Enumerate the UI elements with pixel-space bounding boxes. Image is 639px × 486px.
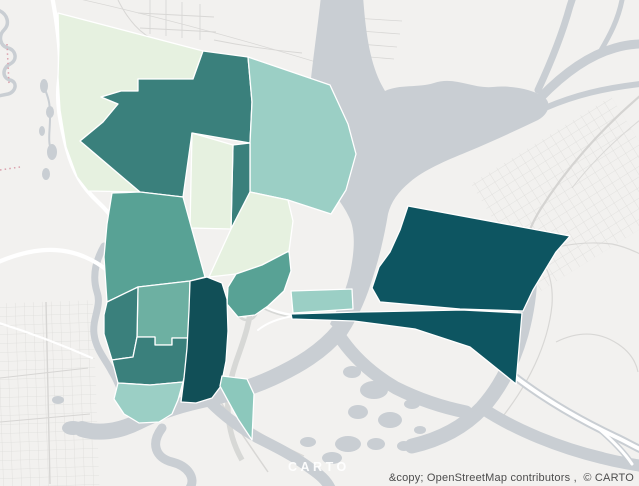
river-left-meander — [90, 242, 128, 406]
road-wedge-2 — [257, 315, 295, 331]
road-left-town — [0, 322, 94, 360]
map-attribution: &copy; OpenStreetMap contributors , © CA… — [388, 472, 634, 484]
river-loop-1 — [151, 423, 197, 486]
region-south-mint[interactable] — [113, 381, 184, 424]
river-ne-channel-2 — [542, 81, 639, 111]
dotted-boundary — [0, 43, 21, 171]
water-marsh-lakes — [300, 366, 426, 464]
river-east-corner — [476, 402, 639, 472]
region-south-mint-sliver[interactable] — [219, 375, 255, 441]
region-dark-strip[interactable] — [180, 276, 229, 404]
creek-pond-link — [45, 91, 52, 147]
river-ne-channel-4 — [597, 0, 625, 55]
river-ne-channel-3 — [534, 0, 576, 94]
region-far-east-dark-n[interactable] — [371, 205, 571, 312]
region-north-mint[interactable] — [247, 56, 357, 215]
street-grid-left — [0, 300, 100, 486]
region-east-mint-bar[interactable] — [290, 288, 354, 314]
carto-watermark: CARTO — [288, 460, 350, 474]
river-se-band — [331, 327, 473, 419]
region-far-east-dark-s[interactable] — [290, 309, 523, 385]
river-ne-channel-1 — [535, 39, 639, 103]
road-se — [510, 372, 639, 467]
water-estuary — [307, 0, 549, 339]
region-center-light[interactable] — [136, 280, 191, 346]
creek-nw-squiggle — [0, 9, 17, 98]
region-mid-pale-wedge[interactable] — [189, 132, 234, 230]
river-loop-2 — [204, 396, 336, 486]
choropleth-regions — [57, 12, 571, 441]
